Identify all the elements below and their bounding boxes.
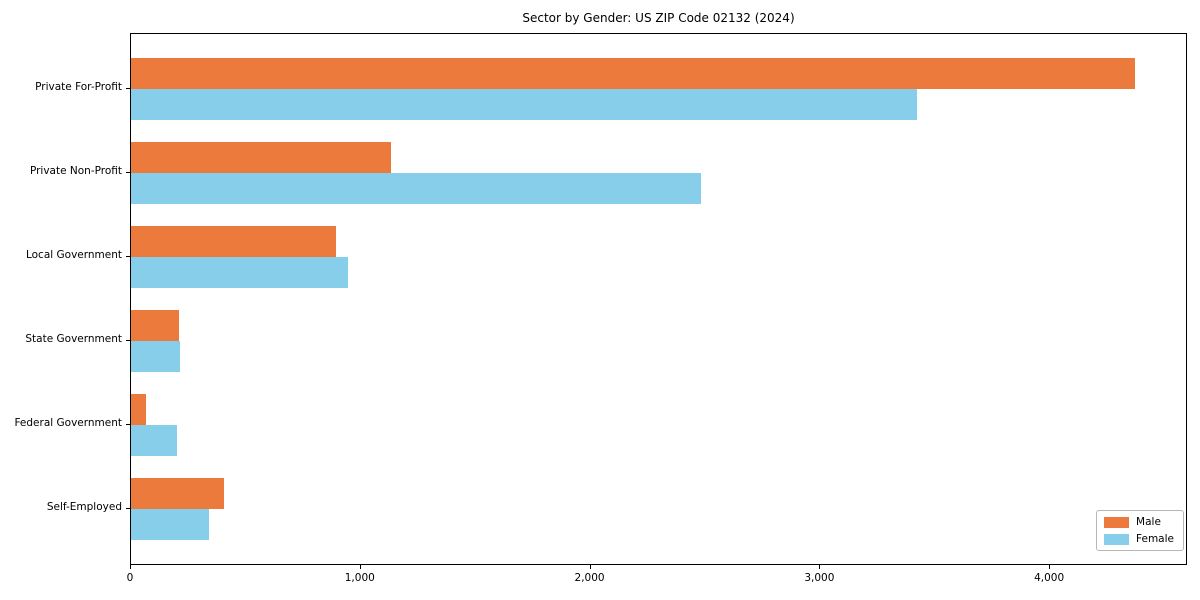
x-tick-4,000 xyxy=(1049,565,1051,569)
bar-female-1 xyxy=(131,88,917,120)
legend-label-female: Female xyxy=(1136,533,1174,545)
bar-female-5 xyxy=(131,424,177,456)
x-tick-0 xyxy=(130,565,131,569)
y-tick-4 xyxy=(126,339,130,341)
bar-male-2 xyxy=(131,141,391,173)
category-label-4: State Government xyxy=(25,332,122,345)
chart-title: Sector by Gender: US ZIP Code 02132 (202… xyxy=(522,11,795,25)
y-tick-2 xyxy=(126,171,130,173)
x-tick-label-0: 0 xyxy=(126,572,134,584)
bar-male-4 xyxy=(131,309,180,341)
plot-area xyxy=(130,33,1187,565)
bar-female-2 xyxy=(131,172,701,204)
x-tick-label-1,000: 1,000 xyxy=(344,572,375,584)
male-color-swatch xyxy=(1104,516,1130,528)
x-tick-1,000 xyxy=(359,565,361,569)
y-tick-5 xyxy=(126,423,130,425)
x-tick-3,000 xyxy=(819,565,821,569)
x-tick-2,000 xyxy=(589,565,591,569)
bar-male-1 xyxy=(131,57,1136,89)
legend: Male Female xyxy=(1096,510,1184,551)
legend-label-male: Male xyxy=(1136,516,1161,528)
category-label-2: Private Non-Profit xyxy=(29,164,122,177)
y-tick-6 xyxy=(126,508,130,509)
bar-male-6 xyxy=(131,478,225,509)
category-label-3: Local Government xyxy=(25,248,122,261)
x-tick-label-3,000: 3,000 xyxy=(804,572,835,584)
x-tick-label-2,000: 2,000 xyxy=(574,572,605,584)
bar-male-3 xyxy=(131,225,336,257)
bar-male-5 xyxy=(131,393,146,425)
category-label-1: Private For-Profit xyxy=(35,80,122,93)
x-tick-label-4,000: 4,000 xyxy=(1034,572,1065,584)
legend-item-female: Female xyxy=(1104,533,1174,545)
category-label-5: Federal Government xyxy=(14,416,122,429)
legend-item-male: Male xyxy=(1104,516,1174,528)
bar-female-6 xyxy=(131,509,210,540)
bar-female-3 xyxy=(131,256,349,288)
female-color-swatch xyxy=(1104,533,1130,545)
bar-female-4 xyxy=(131,340,181,372)
y-tick-1 xyxy=(126,87,130,89)
category-label-6: Self-Employed xyxy=(46,501,122,513)
y-tick-3 xyxy=(126,255,130,257)
